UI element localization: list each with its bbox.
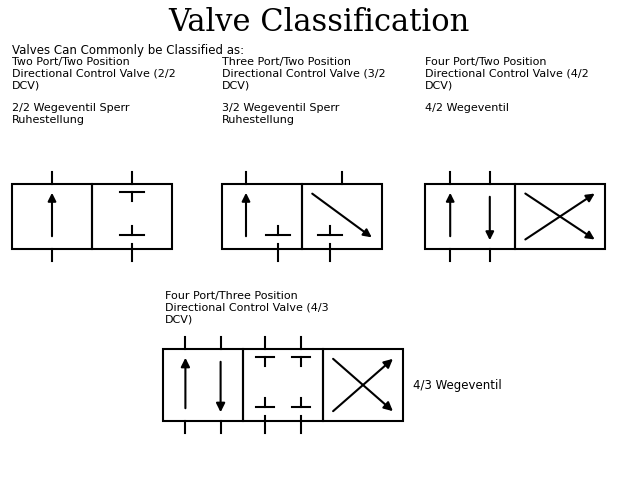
Text: Valve Classification: Valve Classification (168, 7, 470, 38)
Text: Valves Can Commonly be Classified as:: Valves Can Commonly be Classified as: (12, 44, 244, 57)
Bar (12, 184, 92, 249)
Text: Directional Control Valve (3/2: Directional Control Valve (3/2 (222, 68, 385, 79)
Bar (92, 184, 172, 249)
Text: DCV): DCV) (12, 80, 40, 90)
Text: Ruhestellung: Ruhestellung (12, 114, 85, 125)
Text: 3/2 Wegeventil Sperr: 3/2 Wegeventil Sperr (222, 103, 339, 113)
Text: Directional Control Valve (2/2: Directional Control Valve (2/2 (12, 68, 175, 79)
Bar (243, 349, 323, 421)
Text: 2/2 Wegeventil Sperr: 2/2 Wegeventil Sperr (12, 103, 130, 113)
Text: Ruhestellung: Ruhestellung (222, 114, 295, 125)
Text: Directional Control Valve (4/3: Directional Control Valve (4/3 (165, 303, 329, 312)
Text: Four Port/Two Position: Four Port/Two Position (425, 57, 547, 67)
Text: Two Port/Two Position: Two Port/Two Position (12, 57, 130, 67)
Text: Three Port/Two Position: Three Port/Two Position (222, 57, 351, 67)
Bar (163, 349, 243, 421)
Text: Directional Control Valve (4/2: Directional Control Valve (4/2 (425, 68, 589, 79)
Text: DCV): DCV) (425, 80, 453, 90)
Bar (323, 349, 403, 421)
Bar (222, 184, 302, 249)
Text: Four Port/Three Position: Four Port/Three Position (165, 291, 298, 301)
Text: DCV): DCV) (165, 314, 193, 324)
Text: DCV): DCV) (222, 80, 250, 90)
Bar (302, 184, 382, 249)
Bar (425, 184, 515, 249)
Bar (515, 184, 605, 249)
Text: 4/3 Wegeventil: 4/3 Wegeventil (413, 378, 501, 391)
Text: 4/2 Wegeventil: 4/2 Wegeventil (425, 103, 509, 113)
